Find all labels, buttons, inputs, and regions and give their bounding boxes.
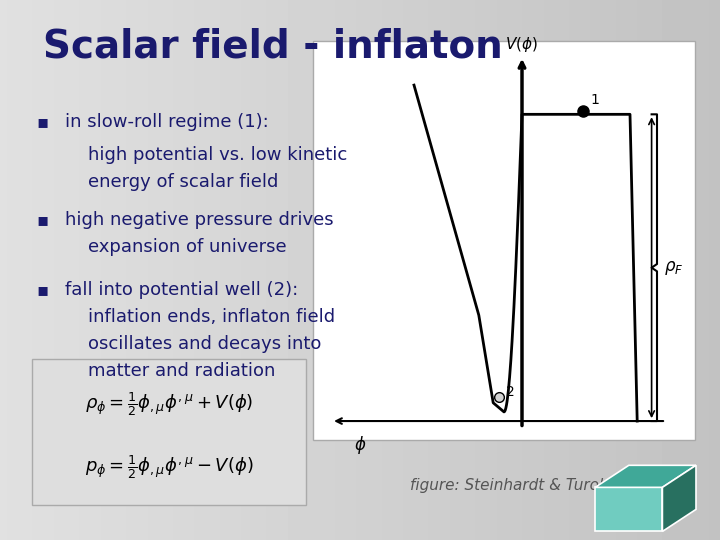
Text: Scalar field - inflaton: Scalar field - inflaton [43,27,503,65]
Text: high potential vs. low kinetic: high potential vs. low kinetic [65,146,347,164]
Text: ▪: ▪ [36,113,48,131]
Text: ▪: ▪ [36,211,48,228]
Text: inflation ends, inflaton field: inflation ends, inflaton field [65,308,335,326]
Text: in slow-roll regime (1):: in slow-roll regime (1): [65,113,269,131]
Text: $p_\phi = \frac{1}{2}\phi_{,\mu}\phi^{,\mu} - V(\phi)$: $p_\phi = \frac{1}{2}\phi_{,\mu}\phi^{,\… [85,453,253,481]
Text: fall into potential well (2):: fall into potential well (2): [65,281,298,299]
FancyBboxPatch shape [313,40,695,440]
Text: high negative pressure drives: high negative pressure drives [65,211,333,228]
Text: expansion of universe: expansion of universe [65,238,287,255]
Text: energy of scalar field: energy of scalar field [65,173,278,191]
Text: matter and radiation: matter and radiation [65,362,275,380]
Text: $\rho_\phi = \frac{1}{2}\phi_{,\mu}\phi^{,\mu} + V(\phi)$: $\rho_\phi = \frac{1}{2}\phi_{,\mu}\phi^… [85,390,253,418]
Text: figure: Steinhardt & Turok 2002: figure: Steinhardt & Turok 2002 [410,478,652,493]
Text: oscillates and decays into: oscillates and decays into [65,335,321,353]
Text: ▪: ▪ [36,281,48,299]
FancyBboxPatch shape [32,359,306,505]
